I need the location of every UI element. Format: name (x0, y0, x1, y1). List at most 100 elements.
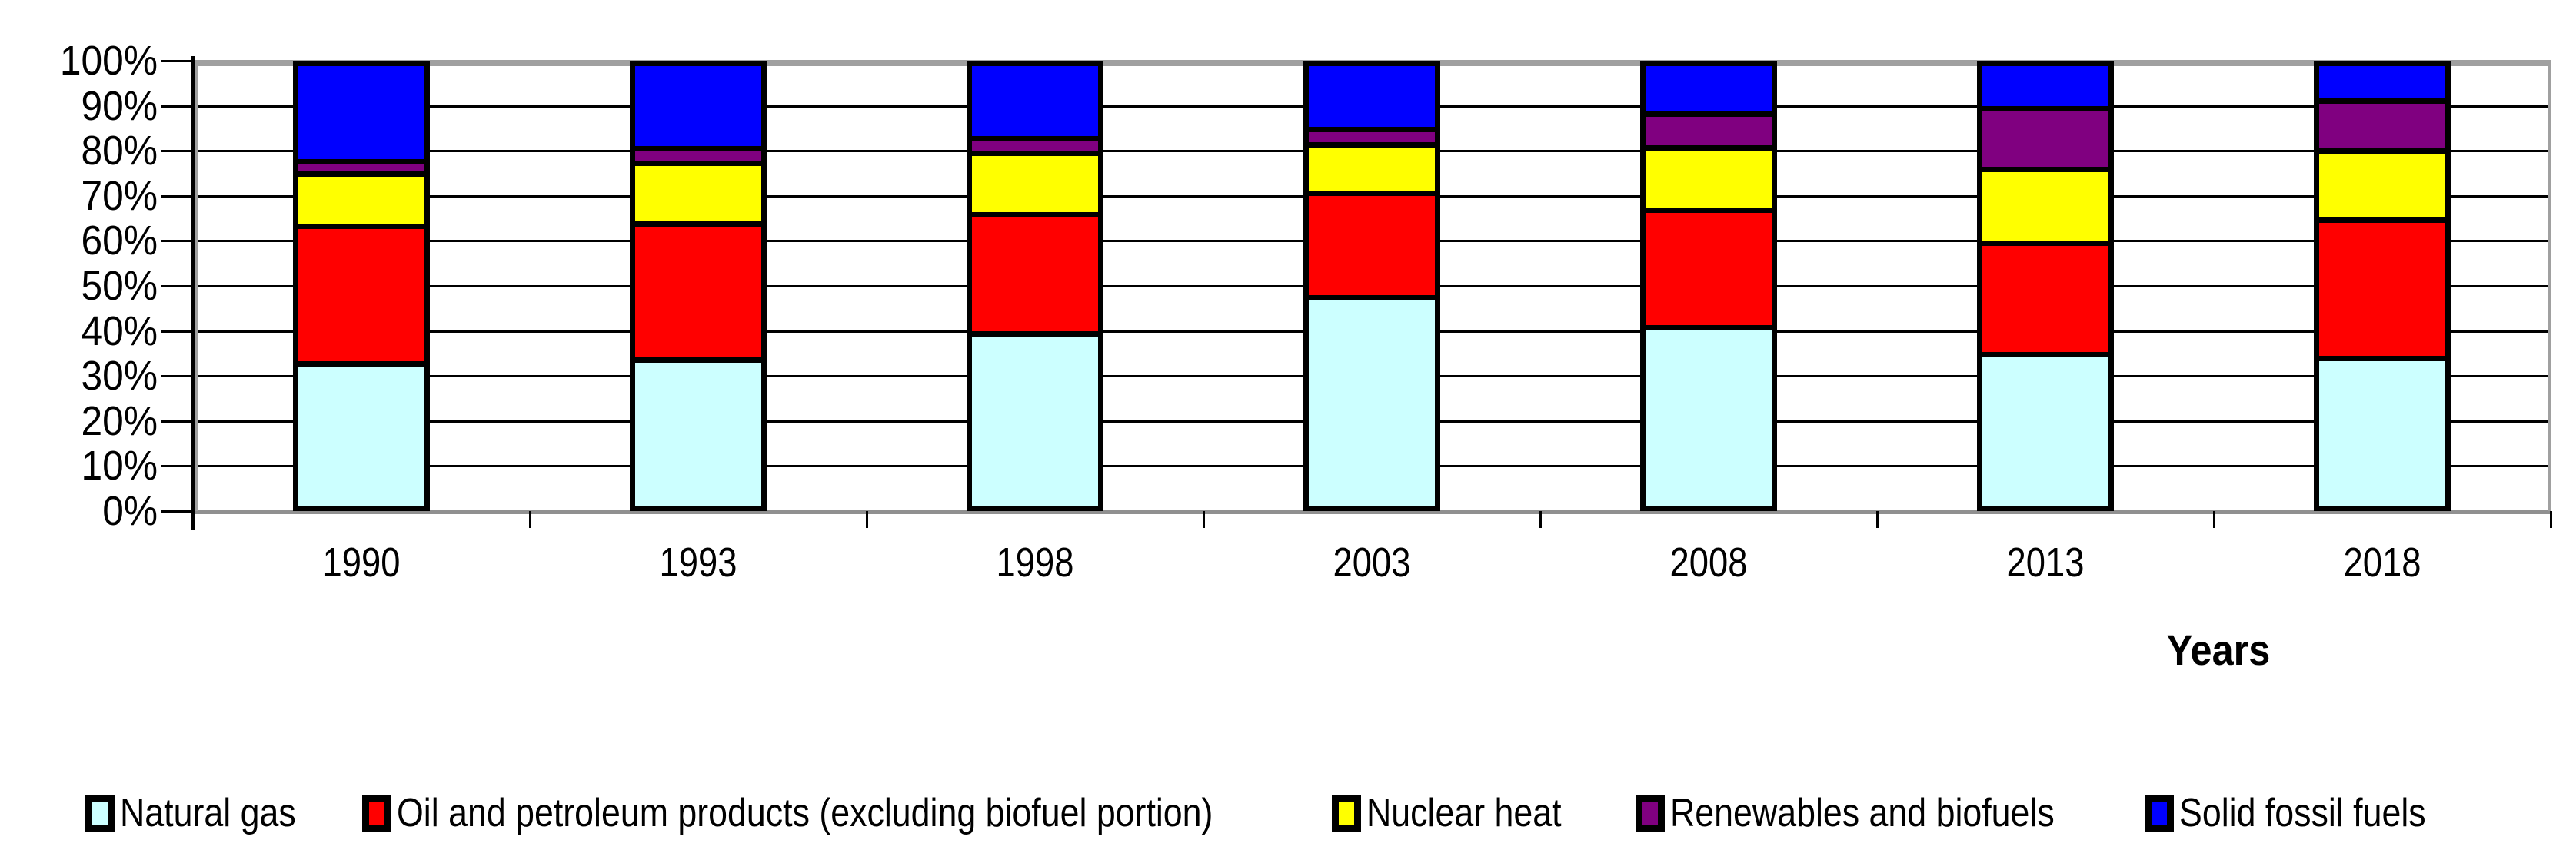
segment-nuclear-heat-2003 (1309, 147, 1435, 196)
y-tick-label-80pct: 80% (81, 128, 158, 174)
legend-item-renewables-and-biofuels: Renewables and biofuels (1636, 793, 2117, 833)
x-tick-label-2013: 2013 (2006, 540, 2085, 586)
y-tick-label-100pct: 100% (59, 38, 158, 84)
x-tick-label-2018: 2018 (2343, 540, 2421, 586)
chart-legend: Natural gas Oil and petroleum products (e… (0, 793, 2576, 839)
segment-oil-and-petroleum-products-excluding-biofuel-portion-1990 (298, 229, 424, 367)
y-axis-tick (161, 105, 191, 108)
legend-item-natural-gas: Natural gas (85, 793, 324, 833)
stacked-bar-1998 (967, 61, 1103, 511)
legend-item-nuclear-heat: Nuclear heat (1332, 793, 1593, 833)
x-tick-label-2008: 2008 (1669, 540, 1748, 586)
segment-nuclear-heat-2008 (1646, 150, 1772, 214)
segment-nuclear-heat-2013 (1982, 172, 2108, 246)
legend-swatch-icon-natural-gas (85, 795, 115, 832)
segment-renewables-and-biofuels-2003 (1309, 132, 1435, 148)
segment-renewables-and-biofuels-2018 (2319, 104, 2445, 154)
segment-natural-gas-2003 (1309, 300, 1435, 506)
segment-solid-fossil-fuels-2018 (2319, 66, 2445, 105)
y-axis-tick (161, 150, 191, 153)
y-axis-tick (161, 240, 191, 243)
segment-natural-gas-2013 (1982, 357, 2108, 506)
segment-renewables-and-biofuels-1990 (298, 164, 424, 178)
x-tick-label-2003: 2003 (1333, 540, 1411, 586)
x-tick-label-1993: 1993 (659, 540, 737, 586)
legend-swatch-icon-oil-and-petroleum-products-excluding-biofuel-portion (362, 795, 391, 832)
x-axis-tick (1539, 511, 1542, 528)
x-axis-tick (192, 511, 195, 528)
y-tick-label-10pct: 10% (81, 443, 158, 490)
legend-swatch-icon-renewables-and-biofuels (1636, 795, 1665, 832)
y-axis-tick (161, 285, 191, 287)
segment-renewables-and-biofuels-1993 (635, 151, 761, 167)
x-axis-tick (1203, 511, 1205, 528)
legend-item-solid-fossil-fuels: Solid fossil fuels (2145, 793, 2466, 833)
y-axis-tick (161, 375, 191, 378)
plot-right-border (2548, 61, 2551, 511)
y-tick-label-30pct: 30% (81, 353, 158, 400)
segment-solid-fossil-fuels-1993 (635, 66, 761, 151)
segment-natural-gas-1993 (635, 363, 761, 506)
segment-renewables-and-biofuels-2008 (1646, 117, 1772, 151)
x-axis-tick (529, 511, 531, 528)
y-tick-label-60pct: 60% (81, 217, 158, 264)
legend-swatch-icon-nuclear-heat (1332, 795, 1361, 832)
stacked-bar-1990 (293, 61, 430, 511)
legend-label-oil-and-petroleum-products-excluding-biofuel-portion: Oil and petroleum products (excluding bi… (397, 791, 1213, 835)
x-tick-label-1998: 1998 (996, 540, 1074, 586)
x-axis-tick (866, 511, 868, 528)
segment-solid-fossil-fuels-2013 (1982, 66, 2108, 111)
segment-solid-fossil-fuels-1998 (972, 66, 1098, 142)
y-axis-shadow (195, 61, 198, 511)
y-axis-tick (161, 60, 191, 62)
segment-natural-gas-1990 (298, 367, 424, 506)
segment-oil-and-petroleum-products-excluding-biofuel-portion-1993 (635, 226, 761, 364)
x-tick-label-1990: 1990 (322, 540, 401, 586)
segment-oil-and-petroleum-products-excluding-biofuel-portion-2003 (1309, 195, 1435, 301)
y-axis-tick (161, 420, 191, 423)
y-tick-label-20pct: 20% (81, 397, 158, 444)
segment-oil-and-petroleum-products-excluding-biofuel-portion-2013 (1982, 245, 2108, 357)
legend-label-nuclear-heat: Nuclear heat (1366, 791, 1562, 835)
stacked-bar-2018 (2314, 61, 2451, 511)
segment-oil-and-petroleum-products-excluding-biofuel-portion-2018 (2319, 223, 2445, 362)
y-axis-tick (161, 330, 191, 333)
gridline-0 (193, 510, 2551, 514)
plot-area (193, 60, 2551, 514)
segment-nuclear-heat-1998 (972, 155, 1098, 218)
segment-renewables-and-biofuels-2013 (1982, 111, 2108, 173)
segment-natural-gas-2008 (1646, 330, 1772, 506)
segment-solid-fossil-fuels-2003 (1309, 66, 1435, 133)
segment-oil-and-petroleum-products-excluding-biofuel-portion-1998 (972, 217, 1098, 337)
segment-oil-and-petroleum-products-excluding-biofuel-portion-2008 (1646, 213, 1772, 331)
x-axis-tick (2550, 511, 2552, 528)
segment-nuclear-heat-1990 (298, 177, 424, 230)
legend-label-renewables-and-biofuels: Renewables and biofuels (1670, 791, 2055, 835)
y-tick-label-50pct: 50% (81, 263, 158, 309)
legend-label-natural-gas: Natural gas (120, 791, 296, 835)
y-tick-label-40pct: 40% (81, 307, 158, 354)
legend-item-oil-and-petroleum-products-excluding-biofuel-portion: Oil and petroleum products (excluding bi… (362, 793, 1346, 833)
y-axis-tick (161, 510, 191, 513)
legend-label-solid-fossil-fuels: Solid fossil fuels (2179, 791, 2426, 835)
x-axis-title: Years (2166, 626, 2271, 674)
stacked-bar-2008 (1640, 61, 1777, 511)
legend-swatch-icon-solid-fossil-fuels (2145, 795, 2174, 832)
x-axis-tick (1876, 511, 1879, 528)
segment-natural-gas-2018 (2319, 361, 2445, 506)
y-tick-label-90pct: 90% (81, 82, 158, 129)
segment-nuclear-heat-1993 (635, 166, 761, 227)
y-tick-label-70pct: 70% (81, 172, 158, 219)
y-axis-tick (161, 465, 191, 468)
stacked-bar-1993 (630, 61, 767, 511)
segment-solid-fossil-fuels-1990 (298, 66, 424, 165)
y-axis-line (191, 56, 195, 530)
x-axis-tick (2213, 511, 2215, 528)
stacked-bar-2003 (1303, 61, 1440, 511)
segment-renewables-and-biofuels-1998 (972, 141, 1098, 156)
y-tick-label-0pct: 0% (102, 488, 158, 534)
stacked-bar-2013 (1977, 61, 2114, 511)
y-axis-tick (161, 194, 191, 198)
segment-natural-gas-1998 (972, 337, 1098, 506)
